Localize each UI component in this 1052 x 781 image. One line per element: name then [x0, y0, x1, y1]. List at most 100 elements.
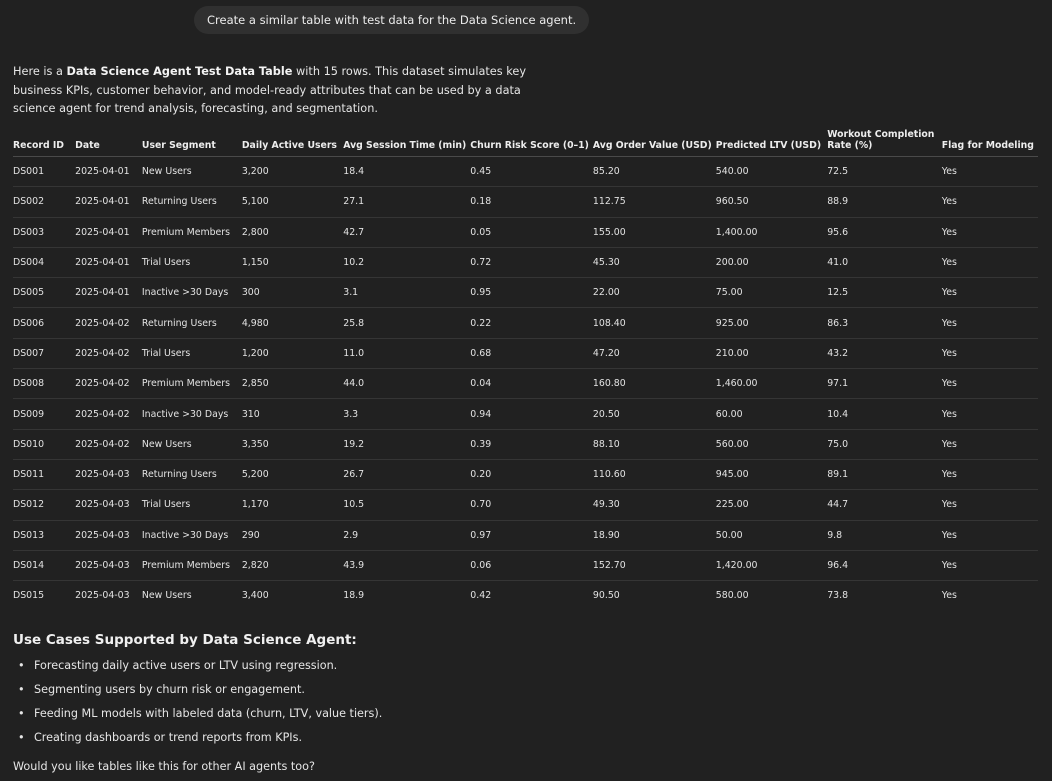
- cell-workout-completion-rate: 9.8: [827, 520, 942, 551]
- cell-flag-for-modeling: Yes: [941, 186, 1038, 218]
- cell-daily-active-users: 5,100: [241, 186, 344, 218]
- table-row: DS012 2025-04-03 Trial Users 1,170 10.5 0.70 4…: [13, 489, 1038, 521]
- cell-record-id: DS014: [13, 550, 76, 582]
- col-header-record-id: Record ID: [13, 126, 76, 157]
- cell-user-segment: Trial Users: [141, 247, 242, 279]
- cell-churn-risk-score: 0.18: [470, 186, 593, 218]
- table-body: DS001 2025-04-01 New Users 3,200 18.4 0.45 85.…: [13, 156, 1038, 611]
- cell-flag-for-modeling: Yes: [941, 277, 1038, 309]
- cell-workout-completion-rate: 95.6: [827, 217, 942, 248]
- table-row: DS011 2025-04-03 Returning Users 5,200 26.7 0…: [13, 459, 1038, 491]
- cell-record-id: DS001: [13, 156, 76, 188]
- col-header-date: Date: [75, 126, 142, 157]
- cell-churn-risk-score: 0.94: [470, 398, 593, 430]
- cell-churn-risk-score: 0.05: [470, 217, 593, 248]
- cell-churn-risk-score: 0.70: [470, 489, 593, 521]
- cell-avg-session-time: 3.3: [343, 398, 471, 430]
- cell-date: 2025-04-03: [75, 459, 142, 491]
- assistant-followup-question: Would you like tables like this for othe…: [13, 760, 315, 773]
- cell-predicted-ltv: 75.00: [715, 277, 828, 309]
- cell-avg-session-time: 43.9: [343, 550, 471, 582]
- cell-daily-active-users: 5,200: [241, 459, 344, 491]
- cell-churn-risk-score: 0.95: [470, 277, 593, 309]
- cell-user-segment: Trial Users: [141, 338, 242, 370]
- cell-date: 2025-04-01: [75, 186, 142, 218]
- cell-user-segment: New Users: [141, 590, 192, 602]
- cell-workout-completion-rate: 44.7: [827, 489, 942, 521]
- cell-daily-active-users: 3,400: [241, 590, 269, 602]
- cell-flag-for-modeling: Yes: [941, 368, 1038, 400]
- use-cases-list: • Forecasting daily active users or LTV u…: [13, 656, 382, 752]
- list-item-text: Segmenting users by churn risk or engage…: [34, 683, 305, 696]
- cell-flag-for-modeling: Yes: [941, 459, 1038, 491]
- cell-daily-active-users: 310: [241, 398, 344, 430]
- cell-predicted-ltv: 580.00: [715, 590, 749, 602]
- cell-flag-for-modeling: Yes: [941, 520, 1038, 551]
- table-row: DS003 2025-04-01 Premium Members 2,800 42.7 0…: [13, 217, 1038, 248]
- cell-user-segment: Inactive >30 Days: [141, 277, 242, 309]
- cell-workout-completion-rate: 41.0: [827, 247, 942, 279]
- table-row: DS013 2025-04-03 Inactive >30 Days 290 2.9 0.…: [13, 520, 1038, 551]
- table-header-row: Record ID Date User Segment Daily Active…: [13, 126, 1038, 157]
- cell-date: 2025-04-02: [75, 368, 142, 400]
- table-row: DS004 2025-04-01 Trial Users 1,150 10.2 0.72 4…: [13, 247, 1038, 279]
- cell-flag-for-modeling: Yes: [941, 247, 1038, 279]
- cell-date: 2025-04-03: [75, 489, 142, 521]
- cell-flag-for-modeling: Yes: [941, 156, 1038, 188]
- cell-predicted-ltv: 925.00: [715, 307, 828, 339]
- cell-record-id: DS013: [13, 520, 76, 551]
- cell-workout-completion-rate: 72.5: [827, 156, 942, 188]
- cell-avg-session-time: 19.2: [343, 429, 471, 460]
- use-cases-heading: Use Cases Supported by Data Science Agen…: [13, 632, 357, 648]
- cell-daily-active-users: 1,200: [241, 338, 344, 370]
- cell-predicted-ltv: 1,420.00: [715, 550, 828, 582]
- cell-date: 2025-04-01: [75, 247, 142, 279]
- cell-workout-completion-rate: 88.9: [827, 186, 942, 218]
- cell-workout-completion-rate: 10.4: [827, 398, 942, 430]
- cell-workout-completion-rate: 96.4: [827, 550, 942, 582]
- cell-churn-risk-score: 0.06: [470, 550, 593, 582]
- cell-date: 2025-04-01: [75, 156, 142, 188]
- col-header-churn-risk-score: Churn Risk Score (0–1): [470, 126, 593, 157]
- cell-flag-for-modeling: Yes: [941, 307, 1038, 339]
- table-row: DS002 2025-04-01 Returning Users 5,100 27.1 0…: [13, 186, 1038, 218]
- cell-avg-order-value: 90.50: [592, 590, 620, 602]
- cell-predicted-ltv: 210.00: [715, 338, 828, 370]
- cell-flag-for-modeling: Yes: [941, 590, 957, 602]
- cell-record-id: DS015: [13, 590, 45, 602]
- table-row: DS015 2025-04-03 New Users 3,400 18.9 0.42 90.…: [13, 581, 1038, 611]
- cell-avg-session-time: 27.1: [343, 186, 471, 218]
- bullet-icon: •: [18, 659, 25, 672]
- cell-predicted-ltv: 60.00: [715, 398, 828, 430]
- table-row: DS006 2025-04-02 Returning Users 4,980 25.8 0…: [13, 307, 1038, 339]
- cell-avg-order-value: 152.70: [592, 550, 716, 582]
- cell-daily-active-users: 2,850: [241, 368, 344, 400]
- cell-daily-active-users: 3,200: [241, 156, 344, 188]
- cell-date: 2025-04-03: [75, 550, 142, 582]
- cell-record-id: DS008: [13, 368, 76, 400]
- cell-avg-order-value: 108.40: [592, 307, 716, 339]
- cell-churn-risk-score: 0.04: [470, 368, 593, 400]
- col-header-user-segment: User Segment: [141, 126, 242, 157]
- list-item: • Forecasting daily active users or LTV u…: [13, 656, 382, 680]
- bullet-icon: •: [18, 707, 25, 720]
- cell-predicted-ltv: 200.00: [715, 247, 828, 279]
- table-row: DS001 2025-04-01 New Users 3,200 18.4 0.45 85.…: [13, 156, 1038, 188]
- cell-record-id: DS007: [13, 338, 76, 370]
- cell-daily-active-users: 1,170: [241, 489, 344, 521]
- cell-flag-for-modeling: Yes: [941, 429, 1038, 460]
- table-row: DS008 2025-04-02 Premium Members 2,850 44.0 0…: [13, 368, 1038, 400]
- cell-flag-for-modeling: Yes: [941, 338, 1038, 370]
- cell-user-segment: Premium Members: [141, 217, 242, 248]
- intro-suffix: with 15 rows. This dataset simulates key…: [13, 65, 527, 115]
- cell-user-segment: Trial Users: [141, 489, 242, 521]
- list-item-text: Forecasting daily active users or LTV us…: [34, 659, 338, 672]
- cell-user-segment: Inactive >30 Days: [141, 520, 242, 551]
- cell-workout-completion-rate: 12.5: [827, 277, 942, 309]
- cell-avg-session-time: 2.9: [343, 520, 471, 551]
- cell-predicted-ltv: 1,460.00: [715, 368, 828, 400]
- list-item: • Feeding ML models with labeled data (ch…: [13, 704, 382, 728]
- cell-predicted-ltv: 225.00: [715, 489, 828, 521]
- cell-record-id: DS012: [13, 489, 76, 521]
- cell-user-segment: New Users: [141, 429, 242, 460]
